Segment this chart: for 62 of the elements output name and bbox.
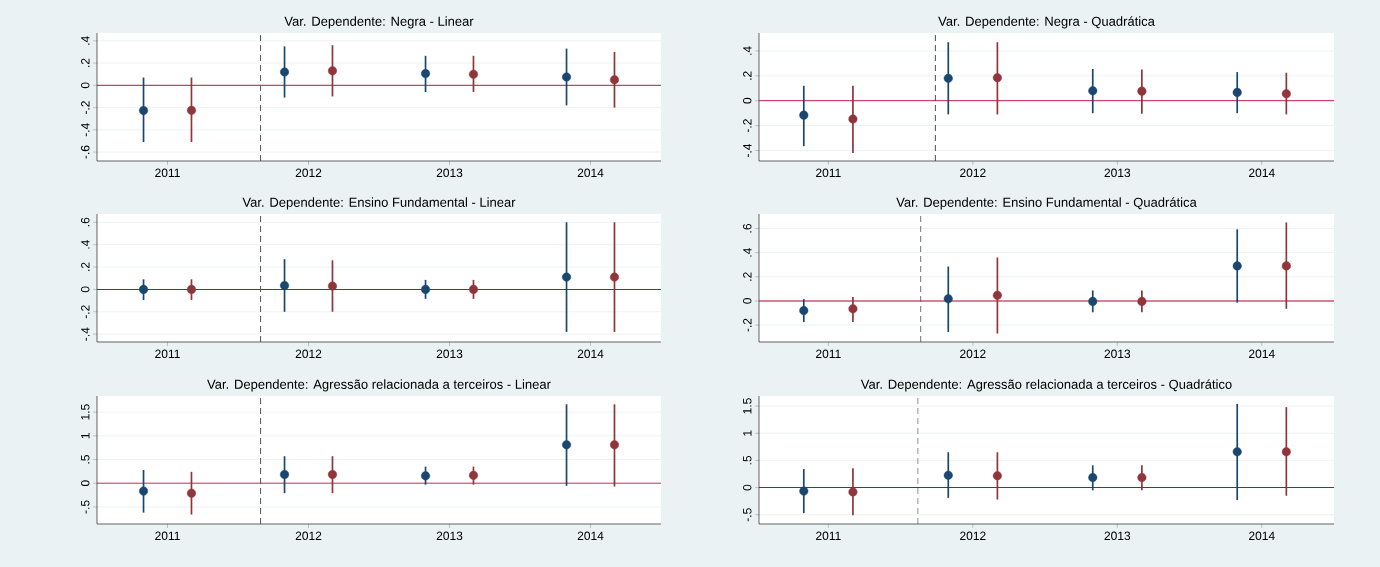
y-tick-label: 1.5: [81, 404, 90, 420]
x-tick-label: 2011: [155, 168, 180, 178]
x-tick-label: 2012: [960, 531, 986, 541]
chart-title: Var. Dependente: Ensino Fundamental - Linear: [242, 197, 516, 210]
x-tick-label: 2011: [816, 168, 841, 178]
y-tick-label: .2: [743, 71, 752, 80]
x-tick-label: 2013: [1104, 349, 1131, 359]
y-tick-label: .4: [743, 46, 752, 55]
y-tick-label: 0: [80, 286, 90, 293]
x-tick-label: 2014: [1249, 349, 1275, 359]
y-tick-label: .5: [743, 455, 752, 465]
y-tick-label: -.6: [80, 145, 90, 159]
y-tick-label: -.5: [743, 508, 752, 522]
chart-title: Var. Dependente: Agressão relacionada a terceiros - Linear: [207, 379, 551, 392]
x-tick-label: 2011: [155, 531, 180, 541]
y-tick-label: -.5: [81, 500, 90, 514]
x-tick-label: 2012: [295, 531, 322, 541]
x-tick-label: 2012: [295, 349, 322, 359]
x-tick-label: 2014: [577, 531, 604, 541]
y-tick-label: 0: [742, 298, 752, 304]
y-tick-label: .4: [81, 239, 90, 249]
y-tick-label: 1: [743, 430, 752, 436]
x-tick-label: 2012: [295, 168, 322, 178]
y-tick-label: .2: [81, 262, 90, 271]
y-tick-label: .5: [81, 455, 90, 464]
x-tick-label: 2014: [577, 168, 604, 178]
x-tick-label: 2014: [1249, 168, 1275, 178]
x-tick-label: 2013: [1104, 531, 1131, 541]
y-tick-label: 0: [80, 480, 90, 487]
y-tick-label: -.2: [743, 318, 752, 332]
x-tick-label: 2013: [1104, 168, 1131, 178]
y-tick-label: .4: [81, 36, 90, 45]
y-tick-label: .4: [743, 247, 752, 257]
y-tick-label: -.4: [81, 123, 90, 137]
y-tick-label: -.4: [81, 327, 90, 341]
chart-title: Var. Dependente: Agressão relacionada a terceiros - Quadrático: [860, 379, 1232, 392]
y-tick-label: -.2: [81, 101, 90, 115]
x-tick-label: 2012: [960, 349, 986, 359]
y-tick-label: -.4: [743, 143, 752, 157]
x-tick-label: 2011: [155, 349, 180, 359]
y-tick-label: -.2: [81, 305, 90, 319]
y-tick-label: .6: [80, 217, 90, 227]
x-tick-label: 2013: [436, 168, 463, 178]
y-tick-label: 1.5: [743, 398, 752, 414]
y-tick-label: 0: [742, 97, 752, 104]
y-tick-label: .6: [742, 224, 752, 233]
chart-title: Var. Dependente: Negra - Quadrática: [938, 16, 1155, 29]
chart-title: Var. Dependente: Ensino Fundamental - Quadrática: [896, 197, 1197, 210]
y-tick-label: 1: [81, 433, 90, 439]
x-tick-label: 2014: [1249, 531, 1275, 541]
x-tick-label: 2013: [436, 531, 463, 541]
x-tick-label: 2014: [577, 349, 604, 359]
chart-title: Var. Dependente: Negra - Linear: [284, 16, 474, 29]
x-tick-label: 2011: [816, 531, 841, 541]
y-tick-label: -.2: [743, 119, 752, 133]
y-tick-label: 0: [80, 82, 90, 89]
y-tick-label: 0: [742, 484, 752, 491]
y-tick-label: .2: [81, 58, 90, 67]
x-tick-label: 2013: [436, 349, 463, 359]
x-tick-label: 2012: [960, 168, 986, 178]
x-tick-label: 2011: [816, 349, 841, 359]
y-tick-label: .2: [743, 272, 752, 281]
